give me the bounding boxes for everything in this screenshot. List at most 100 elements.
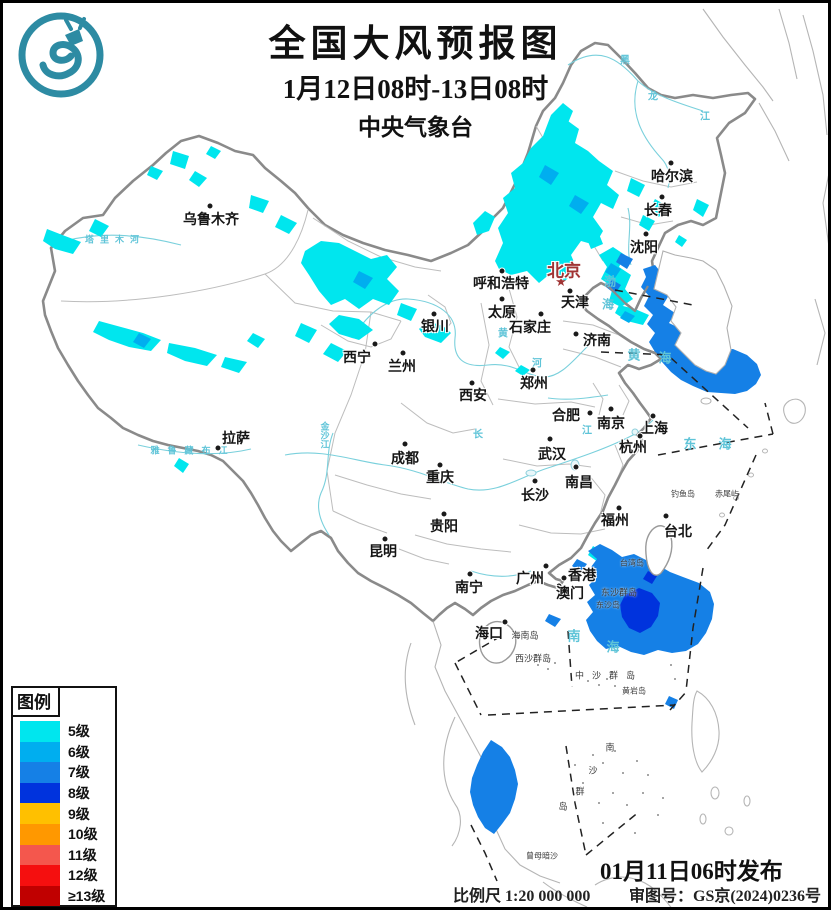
wind-patch-5 <box>247 333 265 348</box>
map-geometry <box>354 298 592 378</box>
sea-label: 海 <box>606 639 620 655</box>
city-dot <box>572 463 580 471</box>
map-geometry <box>320 320 402 348</box>
wind-patch-5 <box>693 199 709 217</box>
wind-patch-5 <box>89 219 109 237</box>
map-geometry <box>614 170 698 188</box>
city-dot <box>572 330 580 338</box>
islands <box>478 250 806 664</box>
map-geometry <box>662 797 664 799</box>
wind-patch-5 <box>189 171 207 187</box>
map-geometry <box>657 814 659 816</box>
map-geometry <box>602 762 604 764</box>
map-geometry <box>634 80 670 189</box>
legend-item: 7级 <box>20 762 115 783</box>
map-geometry <box>762 448 768 454</box>
map-geometry <box>634 832 636 834</box>
legend-item-label: 8级 <box>68 785 90 802</box>
legend-item: 5级 <box>20 721 115 742</box>
map-geometry <box>567 630 573 688</box>
sea-label: 河 <box>532 358 542 370</box>
island-label: 岛 <box>558 801 568 812</box>
legend-item: 9级 <box>20 803 115 824</box>
map-geometry <box>332 510 388 534</box>
map-geometry <box>554 662 556 664</box>
legend-swatch <box>20 762 60 783</box>
wind-patch-5 <box>473 211 495 235</box>
city-dot <box>586 409 594 417</box>
sea-label: 黄 <box>627 347 641 363</box>
legend-item-label: 5级 <box>68 723 90 740</box>
sea-label: 塔里木河 <box>84 234 146 245</box>
legend-swatch <box>20 823 60 845</box>
taiwan-outline <box>645 525 673 576</box>
map-geometry <box>594 876 672 907</box>
city-label: 拉萨 <box>222 430 250 446</box>
city-label: 海口 <box>475 625 503 641</box>
city-dot <box>546 435 554 443</box>
map-geometry <box>598 802 600 804</box>
city-label: 澳门 <box>556 585 584 601</box>
city-label: 兰州 <box>388 358 416 374</box>
map-geometry <box>454 635 502 664</box>
map-geometry <box>585 810 641 856</box>
legend-item-label: 7级 <box>68 764 90 781</box>
map-geometry <box>64 234 182 246</box>
map-geometry <box>647 774 649 776</box>
city-dot <box>615 504 623 512</box>
map-geometry <box>502 458 592 468</box>
island-label: 曾母暗沙 <box>526 851 558 861</box>
map-geometry <box>318 432 334 536</box>
map-geometry <box>587 680 589 682</box>
city-label: 上海 <box>640 420 668 436</box>
legend-swatch <box>20 803 60 824</box>
island-label: 东沙群岛 <box>600 587 638 598</box>
city-dot <box>399 349 407 357</box>
map-geometry <box>598 684 600 686</box>
map-geometry <box>547 394 609 400</box>
map-geometry <box>602 822 604 824</box>
wind-patch-5 <box>599 247 633 307</box>
map-geometry <box>802 14 828 136</box>
map-geometry <box>618 384 630 416</box>
city-dot <box>381 535 389 543</box>
map-geometry <box>582 782 584 784</box>
wind-patch-5 <box>249 195 269 213</box>
legend-item-label: 9级 <box>68 805 90 822</box>
city-label: 重庆 <box>426 469 454 485</box>
wind-patch-5 <box>587 234 603 249</box>
island-label: 群 <box>575 786 585 797</box>
legend-item: ≥13级 <box>20 885 115 907</box>
map-geometry <box>691 690 720 773</box>
map-geometry <box>699 813 707 825</box>
wind-patch-5 <box>515 365 530 376</box>
city-label: 济南 <box>583 332 611 348</box>
city-label: 武汉 <box>538 446 566 462</box>
legend-item-label: ≥13级 <box>68 888 106 905</box>
wind-patch-6 <box>353 271 373 289</box>
map-geometry <box>592 382 604 416</box>
legend-swatch <box>20 721 60 742</box>
map-geometry <box>497 398 596 408</box>
city-dot <box>658 193 666 201</box>
wind-patch-5 <box>397 303 417 321</box>
sea-label: 海 <box>601 297 615 312</box>
island-label: 海南岛 <box>511 630 539 641</box>
legend-item-label: 6级 <box>68 743 90 760</box>
map-geometry <box>542 881 588 907</box>
map-geometry <box>567 54 704 112</box>
map-geometry <box>748 472 754 478</box>
city-label: 南京 <box>597 415 625 431</box>
city-label: 天津 <box>561 294 589 310</box>
issue-time: 01月11日06时发布 <box>600 859 783 884</box>
city-dot <box>498 295 506 303</box>
legend-swatch <box>20 885 60 907</box>
issuing-agency: 中央气象台 <box>358 115 473 140</box>
legend-swatch <box>20 844 60 866</box>
city-label: 昆明 <box>369 543 397 559</box>
city-label: 西宁 <box>343 349 371 365</box>
island-label: 南 <box>605 742 615 753</box>
map-geometry <box>670 357 749 429</box>
korea-outline <box>653 250 733 375</box>
